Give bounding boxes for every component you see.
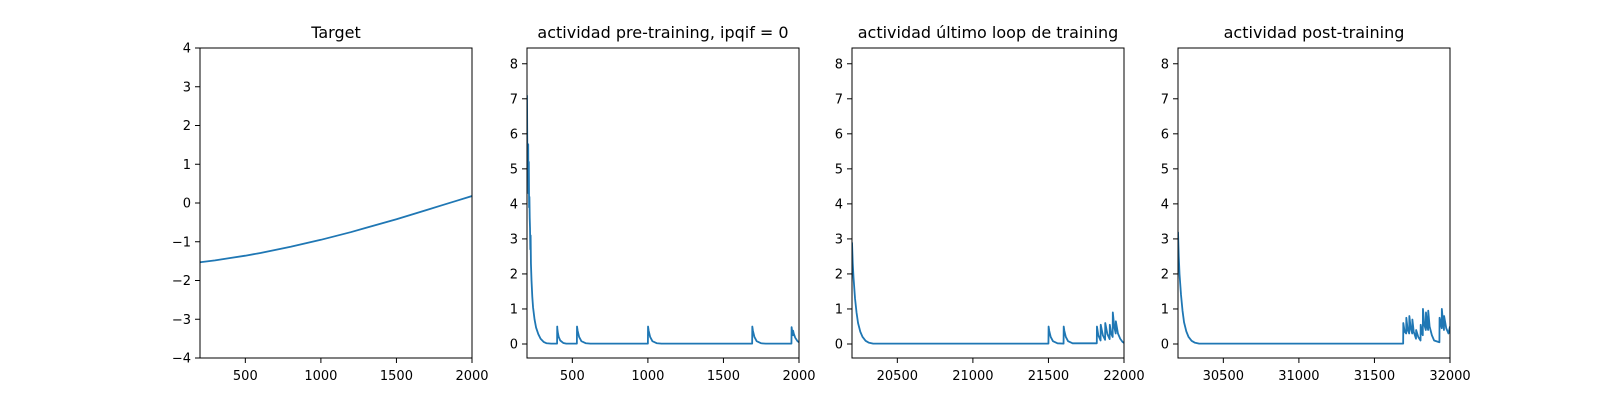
- y-tick-label: 0: [835, 337, 843, 352]
- y-tick-label: 1: [1161, 302, 1169, 317]
- series-line-1: [1178, 231, 1450, 345]
- series-line-1: [527, 95, 799, 345]
- x-tick-label: 31000: [1278, 369, 1319, 384]
- y-tick-label: 0: [1161, 337, 1169, 352]
- y-tick-label: 5: [835, 162, 843, 177]
- y-tick-label: 7: [510, 92, 518, 107]
- chart-title: actividad pre-training, ipqif = 0: [537, 23, 788, 42]
- chart-title: actividad post-training: [1224, 23, 1405, 42]
- x-tick-label: 21500: [1028, 369, 1069, 384]
- y-tick-label: 0: [183, 197, 191, 212]
- x-tick-label: 20500: [877, 369, 918, 384]
- y-tick-label: 0: [510, 337, 518, 352]
- y-tick-label: 1: [183, 158, 191, 173]
- x-tick-label: 1000: [304, 369, 337, 384]
- y-tick-label: 4: [835, 197, 843, 212]
- x-tick-label: 500: [560, 369, 585, 384]
- chart-title: Target: [310, 23, 361, 42]
- chart-panel-1: Target 500 1000 1500 2000 −4 −3 −2 −1 0 1 2 3 4: [172, 23, 489, 384]
- x-tick-label: 32000: [1429, 369, 1470, 384]
- y-tick-label: 8: [510, 57, 518, 72]
- x-tick-label: 1500: [707, 369, 740, 384]
- axes-frame: [851, 47, 1125, 359]
- y-tick-label: 1: [510, 302, 518, 317]
- y-tick-label: 2: [510, 267, 518, 282]
- y-tick-label: 4: [510, 197, 518, 212]
- y-tick-label: 6: [835, 127, 843, 142]
- x-tick-label: 1500: [380, 369, 413, 384]
- y-tick-label: 1: [835, 302, 843, 317]
- x-tick-label: 2000: [455, 369, 488, 384]
- y-tick-label: 8: [835, 57, 843, 72]
- y-tick-label: 5: [1161, 162, 1169, 177]
- y-tick-label: 2: [1161, 267, 1169, 282]
- x-tick-label: 2000: [782, 369, 815, 384]
- y-tick-label: 7: [835, 92, 843, 107]
- y-tick-label: 4: [1161, 197, 1169, 212]
- x-tick-label: 22000: [1103, 369, 1144, 384]
- chart-title: actividad último loop de training: [858, 23, 1119, 42]
- axes-frame: [199, 47, 473, 359]
- y-tick-label: −1: [172, 235, 191, 250]
- chart-panel-2: actividad pre-training, ipqif = 0 500 1000…: [510, 23, 816, 384]
- y-tick-label: 3: [510, 232, 518, 247]
- y-tick-label: 4: [183, 42, 191, 57]
- x-tick-label: 30500: [1203, 369, 1244, 384]
- y-tick-label: 8: [1161, 57, 1169, 72]
- x-tick-label: 21000: [952, 369, 993, 384]
- y-tick-label: 3: [835, 232, 843, 247]
- series-line-1: [852, 242, 1124, 345]
- y-tick-label: 3: [1161, 232, 1169, 247]
- y-tick-label: −4: [172, 352, 191, 367]
- x-tick-label: 31500: [1354, 369, 1395, 384]
- series-line-1: [200, 195, 472, 264]
- axes-frame: [526, 47, 800, 359]
- y-tick-label: 6: [1161, 127, 1169, 142]
- x-tick-label: 1000: [631, 369, 664, 384]
- y-tick-label: −3: [172, 313, 191, 328]
- y-tick-label: −2: [172, 274, 191, 289]
- y-tick-label: 3: [183, 80, 191, 95]
- y-tick-label: 7: [1161, 92, 1169, 107]
- y-tick-label: 6: [510, 127, 518, 142]
- y-tick-label: 5: [510, 162, 518, 177]
- x-tick-label: 500: [233, 369, 258, 384]
- y-tick-label: 2: [835, 267, 843, 282]
- y-tick-label: 2: [183, 119, 191, 134]
- axes-frame: [1177, 47, 1451, 359]
